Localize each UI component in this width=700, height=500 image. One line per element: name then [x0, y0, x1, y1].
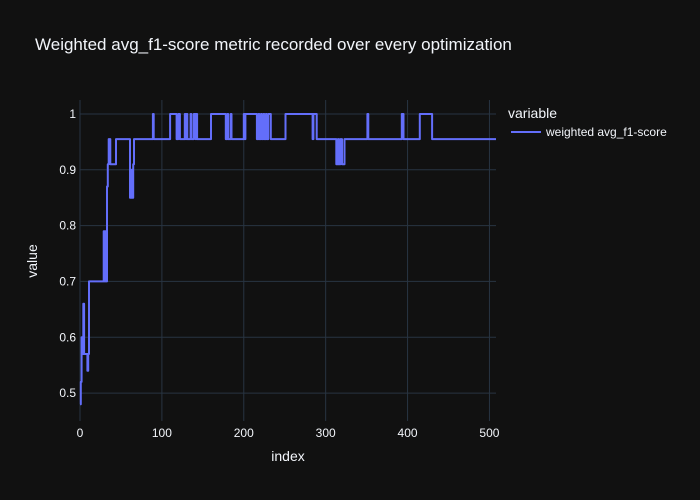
- tick-labels: 0 100 200 300 400 500 0.5 0.6 0.7 0.8 0.9 1: [59, 107, 499, 440]
- y-tick-label: 0.5: [59, 386, 76, 400]
- chart-title: Weighted avg_f1-score metric recorded ov…: [35, 35, 512, 54]
- y-tick-label: 0.7: [59, 274, 76, 288]
- grid-lines: [79, 100, 496, 421]
- x-tick-label: 200: [234, 426, 254, 440]
- x-tick-label: 400: [398, 426, 418, 440]
- y-tick-label: 1: [69, 107, 76, 121]
- legend-item-label: weighted avg_f1-score: [545, 125, 667, 139]
- series-line-0: [79, 113, 496, 406]
- x-tick-label: 0: [77, 426, 84, 440]
- legend: variable weighted avg_f1-score: [508, 105, 667, 139]
- y-tick-label: 0.6: [59, 330, 76, 344]
- x-tick-label: 100: [152, 426, 172, 440]
- x-axis-title: index: [271, 448, 304, 464]
- y-tick-label: 0.9: [59, 163, 76, 177]
- y-tick-label: 0.8: [59, 219, 76, 233]
- legend-title: variable: [508, 105, 557, 121]
- x-tick-label: 300: [316, 426, 336, 440]
- plot-area: [79, 113, 496, 406]
- y-axis-title: value: [24, 244, 40, 278]
- x-tick-label: 500: [479, 426, 499, 440]
